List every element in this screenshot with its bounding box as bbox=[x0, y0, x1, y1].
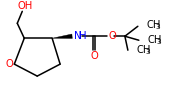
Text: O: O bbox=[108, 31, 116, 41]
Text: 3: 3 bbox=[156, 24, 160, 30]
Text: CH: CH bbox=[147, 20, 161, 30]
Text: 3: 3 bbox=[157, 39, 161, 45]
Text: O: O bbox=[90, 51, 98, 61]
Text: OH: OH bbox=[18, 1, 33, 11]
Text: 3: 3 bbox=[146, 49, 150, 55]
Text: H: H bbox=[79, 31, 87, 41]
Text: CH: CH bbox=[137, 45, 151, 55]
Polygon shape bbox=[52, 34, 72, 38]
Text: O: O bbox=[5, 59, 13, 69]
Text: CH: CH bbox=[148, 35, 162, 45]
Text: N: N bbox=[74, 31, 82, 41]
